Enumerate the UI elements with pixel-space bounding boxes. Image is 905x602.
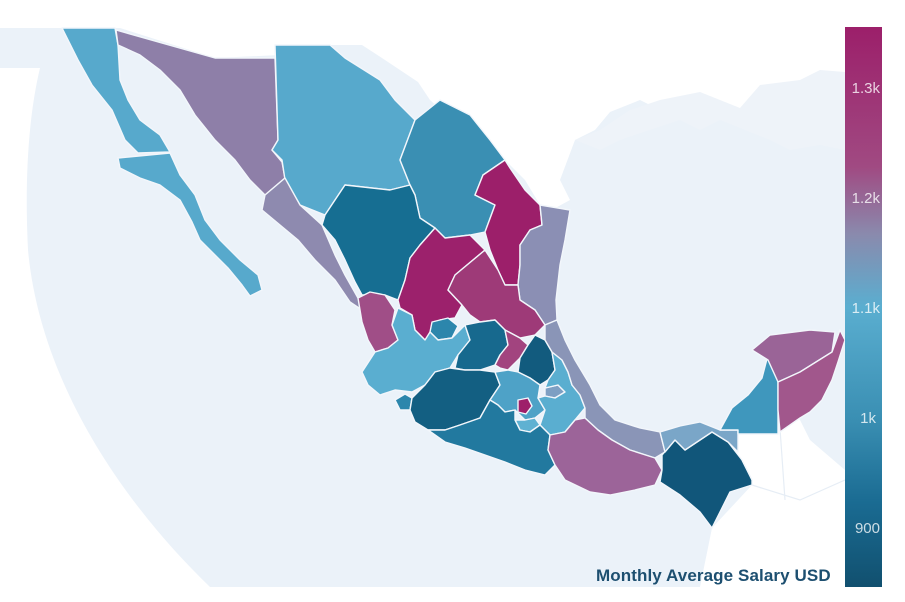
legend-tick-1000: 1k — [860, 410, 876, 427]
state-quintana-roo[interactable] — [777, 329, 846, 433]
legend-title: Monthly Average Salary USD — [596, 566, 831, 585]
florida-cuba-land — [575, 70, 845, 150]
state-baja-california-sur[interactable] — [117, 152, 263, 297]
state-queretaro[interactable] — [494, 329, 529, 371]
legend-tick-1200: 1.2k — [851, 190, 880, 207]
state-guerrero[interactable] — [427, 399, 556, 476]
usa-land — [60, 28, 845, 212]
legend-tick-1100: 1.1k — [851, 300, 880, 317]
legend-tick-900: 900 — [854, 520, 880, 537]
state-ciudad-de-mexico[interactable] — [517, 397, 533, 415]
legend-tick-1300: 1.3k — [851, 80, 880, 97]
state-baja-california[interactable] — [61, 27, 171, 154]
color-scale-legend: 1.3k 1.2k 1.1k 1k 900 — [845, 27, 882, 587]
top-margin — [0, 0, 845, 28]
state-tabasco[interactable] — [659, 421, 739, 453]
